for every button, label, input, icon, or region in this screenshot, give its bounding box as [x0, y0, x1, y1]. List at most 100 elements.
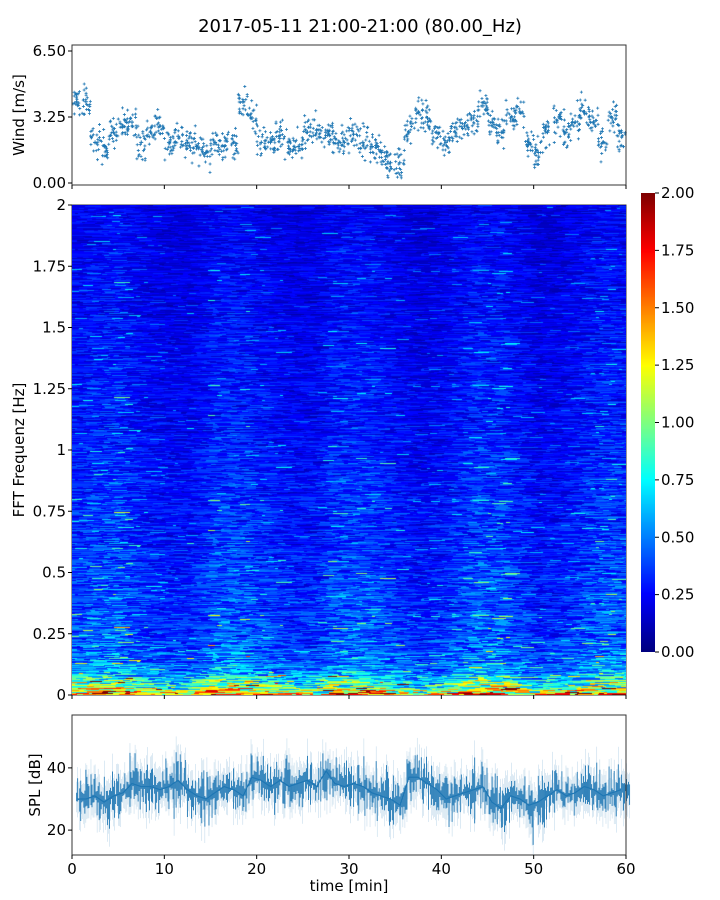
- wind-panel: 0.00 3.25 6.50: [33, 42, 627, 192]
- wind-point: [425, 116, 430, 121]
- colorbar-tick-label: 2.00: [661, 184, 694, 202]
- spl-ytick-label: 20: [47, 821, 66, 839]
- spectrogram-ytick-label: 0.75: [33, 502, 66, 520]
- wind-point: [416, 109, 421, 114]
- wind-point: [527, 140, 532, 145]
- wind-point: [268, 140, 273, 145]
- wind-scatter-texture: [71, 82, 627, 180]
- wind-point: [240, 99, 245, 104]
- wind-point: [499, 130, 504, 135]
- wind-point: [333, 136, 338, 141]
- spl-xtick-label: 30: [339, 860, 358, 878]
- wind-point: [360, 140, 365, 145]
- wind-point: [582, 109, 587, 114]
- wind-point: [471, 116, 476, 121]
- wind-point: [397, 160, 402, 165]
- wind-point: [351, 132, 356, 137]
- chart-title: 2017-05-11 21:00-21:00 (80.00_Hz): [198, 16, 522, 37]
- wind-point: [554, 120, 559, 125]
- wind-point: [185, 140, 190, 145]
- spectrogram-ytick-label: 1.75: [33, 257, 66, 275]
- wind-point: [111, 130, 116, 135]
- wind-point: [600, 140, 605, 145]
- wind-point: [323, 130, 328, 135]
- colorbar-tick-label: 0.75: [661, 471, 694, 489]
- wind-point: [480, 103, 485, 108]
- wind-point: [443, 140, 448, 145]
- wind-point: [130, 120, 135, 125]
- wind-point: [453, 130, 458, 135]
- spectrogram-ylabel: FFT Frequenz [Hz]: [10, 383, 28, 518]
- spl-ylabel: SPL [dB]: [26, 753, 44, 816]
- spl-xtick-label: 60: [616, 860, 635, 878]
- wind-point: [148, 130, 153, 135]
- spectrogram-ytick-label: 0: [56, 686, 66, 704]
- spectrogram-ytick-label: 1.25: [33, 380, 66, 398]
- spectrogram-heatmap: [72, 205, 626, 695]
- wind-point: [259, 140, 264, 145]
- wind-point: [314, 128, 319, 133]
- wind-point: [120, 124, 125, 129]
- wind-point: [388, 160, 393, 165]
- spl-xlabel: time [min]: [310, 877, 389, 895]
- wind-point: [434, 130, 439, 135]
- colorbar-tick-label: 1.50: [661, 299, 694, 317]
- spl-xtick-label: 50: [524, 860, 543, 878]
- wind-ylabel: Wind [m/s]: [10, 74, 28, 156]
- colorbar-tick-label: 0.50: [661, 528, 694, 546]
- spl-ytick-label: 40: [47, 759, 66, 777]
- spl-line: [76, 769, 622, 810]
- wind-point: [166, 140, 171, 145]
- wind-point: [610, 116, 615, 121]
- spl-xtick-label: 40: [432, 860, 451, 878]
- wind-point: [213, 140, 218, 145]
- colorbar-tick-label: 0.25: [661, 586, 694, 604]
- wind-point: [231, 140, 236, 145]
- wind-point: [573, 120, 578, 125]
- colorbar-tick-label: 0.00: [661, 643, 694, 661]
- wind-point: [342, 140, 347, 145]
- wind-point: [517, 109, 522, 114]
- wind-point: [490, 120, 495, 125]
- wind-point: [379, 150, 384, 155]
- spl-panel: 20 40 0 10 20 30 40 50 60: [47, 714, 636, 878]
- colorbar: [641, 193, 655, 652]
- wind-point: [203, 150, 208, 155]
- wind-ytick-label: 3.25: [33, 108, 66, 126]
- wind-point: [545, 130, 550, 135]
- wind-point: [176, 134, 181, 139]
- wind-point: [157, 124, 162, 129]
- wind-point: [305, 130, 310, 135]
- wind-point: [139, 140, 144, 145]
- colorbar-tick-label: 1.00: [661, 414, 694, 432]
- spl-xtick-label: 20: [247, 860, 266, 878]
- spl-xtick-label: 0: [67, 860, 77, 878]
- wind-ytick-label: 6.50: [33, 42, 66, 60]
- wind-point: [222, 144, 227, 149]
- colorbar-axes: 0.00 0.25 0.50 0.75 1.00 1.25 1.50 1.75 2.00: [655, 184, 694, 661]
- colorbar-tick-label: 1.75: [661, 241, 694, 259]
- wind-point: [74, 99, 79, 104]
- spectrogram-ytick-label: 0.5: [42, 564, 66, 582]
- wind-ytick-label: 0.00: [33, 174, 66, 192]
- spl-xtick-label: 10: [155, 860, 174, 878]
- spectrogram-ytick-label: 1: [56, 441, 66, 459]
- wind-point: [286, 146, 291, 151]
- wind-point: [296, 144, 301, 149]
- wind-point: [407, 130, 412, 135]
- wind-point: [591, 120, 596, 125]
- wind-point: [462, 124, 467, 129]
- wind-point: [194, 144, 199, 149]
- wind-point: [83, 99, 88, 104]
- wind-point: [102, 144, 107, 149]
- wind-point: [508, 116, 513, 121]
- colorbar-tick-label: 1.25: [661, 356, 694, 374]
- wind-point: [277, 136, 282, 141]
- spectrogram-ytick-label: 2: [56, 196, 66, 214]
- wind-point: [250, 116, 255, 121]
- wind-point: [93, 140, 98, 145]
- wind-point: [536, 150, 541, 155]
- spectrogram-ytick-label: 0.25: [33, 625, 66, 643]
